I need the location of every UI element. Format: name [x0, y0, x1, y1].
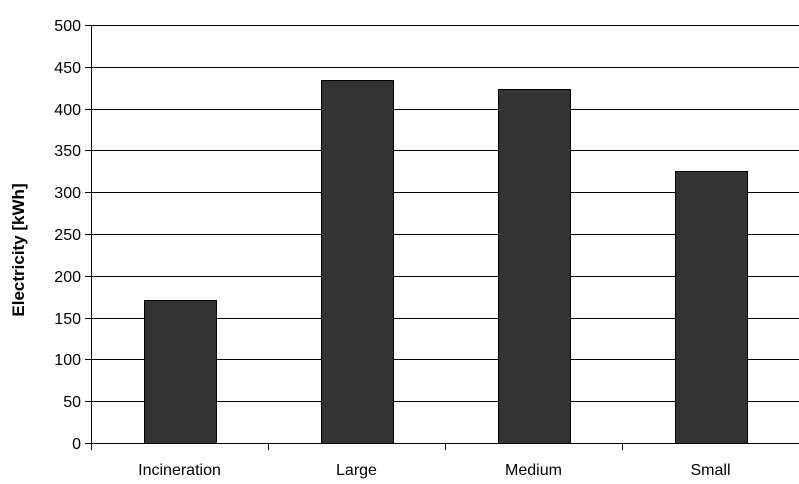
y-tick-label: 400 [54, 102, 81, 119]
y-tick-label: 100 [54, 352, 81, 369]
y-tick-label: 450 [54, 60, 81, 77]
y-tick-label: 500 [54, 18, 81, 35]
y-tick-label: 300 [54, 185, 81, 202]
x-tick-label: Large [336, 462, 377, 479]
y-tick-label: 150 [54, 311, 81, 328]
y-tick-label: 50 [63, 394, 81, 411]
x-tick-labels: Incineration Large Medium Small [138, 462, 730, 479]
x-tick-label: Incineration [138, 462, 221, 479]
y-tick-label: 350 [54, 143, 81, 160]
bars [144, 80, 748, 444]
x-tick-label: Small [690, 462, 730, 479]
axes [91, 25, 799, 450]
y-tick-label: 200 [54, 269, 81, 286]
x-tick-label: Medium [505, 462, 562, 479]
bar-small [675, 171, 748, 444]
bar-large [321, 80, 394, 444]
bar-medium [498, 89, 571, 444]
y-tick-label: 250 [54, 227, 81, 244]
y-tick-label: 0 [72, 436, 81, 453]
y-axis-title: Electricity [kWh] [9, 183, 28, 316]
bar-incineration [144, 300, 217, 444]
y-tick-labels: 0 50 100 150 200 250 300 350 400 450 500 [54, 18, 91, 453]
